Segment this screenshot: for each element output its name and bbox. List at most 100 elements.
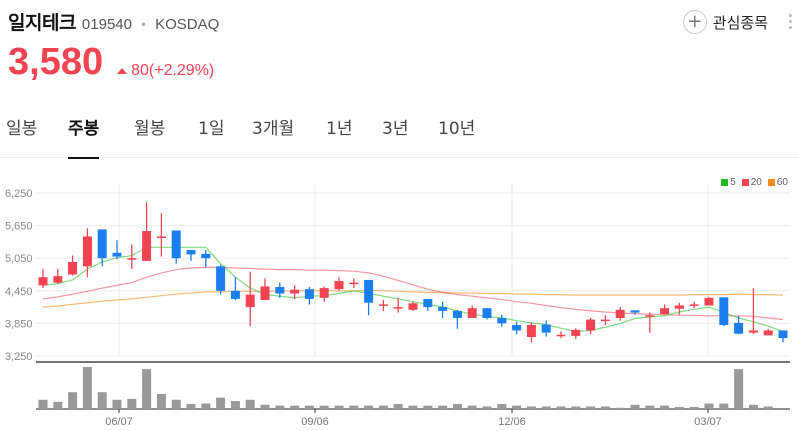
candle [201,250,211,268]
volume-bar [615,407,625,409]
volume-bar [512,405,522,409]
y-tick-label: 5,050 [5,253,33,265]
candle [763,328,773,336]
tab-0[interactable]: 일봉 [6,119,38,139]
volume-bar [378,405,388,409]
volume-bar [349,405,359,409]
volume-bar [630,404,640,409]
volume-bar [556,406,566,409]
candle [378,300,388,311]
volume-bar [260,404,270,409]
volume-bar [304,405,314,409]
candle [319,286,329,302]
volume-bar [230,401,240,409]
candle [408,301,418,311]
candle [97,229,107,267]
volume-bar [38,399,48,409]
volume-bar [763,406,773,409]
volume-bar [586,406,596,409]
tab-3[interactable]: 1일 [198,119,225,139]
candle [630,310,640,315]
volume-bar [142,369,152,409]
watchlist-label: 관심종목 [712,13,768,32]
legend-swatch [741,179,749,186]
volume-bar [423,405,433,409]
candle [689,301,699,309]
tab-4[interactable]: 3개월 [252,119,295,139]
volume-bar [171,399,181,409]
volume-bar [216,397,226,409]
tab-5[interactable]: 1년 [326,119,353,139]
tab-1[interactable]: 주봉 [68,108,100,159]
legend-ma20: 20 [741,177,762,188]
y-tick-label: 4,450 [5,286,33,298]
volume-bar [245,399,255,409]
volume-bar [156,393,166,409]
stock-market: KOSDAQ [155,16,220,33]
x-tick-label: 06/07 [105,416,133,428]
candle [349,278,359,289]
candle [600,315,610,326]
tab-2[interactable]: 월봉 [134,119,166,139]
candle [38,269,48,289]
volume-bar [748,404,758,409]
candle [482,308,492,320]
add-watchlist-button[interactable]: + 관심종목 [682,10,768,34]
candle [734,315,744,335]
more-menu-button[interactable] [789,14,792,29]
stock-name: 일지테크 [8,12,76,34]
candle [127,244,137,270]
candle [556,331,566,339]
candle [497,314,507,327]
y-tick-label: 5,650 [5,221,33,233]
candle [260,278,270,301]
legend-swatch [721,179,729,186]
candle [674,302,684,315]
candle [68,255,78,276]
volume-bar [541,406,551,409]
candle [82,228,92,278]
candle [171,230,181,264]
volume-bar [645,405,655,409]
y-tick-label: 3,250 [5,351,33,363]
plus-circle-icon: + [682,10,707,34]
candle [216,264,226,295]
candle [660,304,670,315]
stock-code: 019540 [81,16,132,33]
candle [112,240,122,260]
volume-bar [674,406,684,409]
candle [645,312,655,333]
volume-bar [127,398,137,409]
tab-7[interactable]: 10년 [438,119,476,139]
candle [571,328,581,340]
candle [541,320,551,337]
candle [186,250,196,261]
kebab-dot [789,26,792,29]
volume-bar [452,403,462,409]
volume-bar [393,403,403,409]
volume-bar [526,406,536,409]
candle [467,305,477,318]
candle [393,297,403,313]
candle [778,330,788,343]
candle [230,277,240,301]
volume-bar [68,392,78,409]
legend-label: 60 [776,177,788,188]
up-triangle-icon [117,68,128,74]
y-tick-label: 6,250 [5,188,33,200]
candle [275,282,285,298]
candle [53,269,63,284]
y-tick-label: 3,850 [5,318,33,330]
volume-bar [482,406,492,409]
volume-bar [704,403,714,409]
candle [423,298,433,311]
tab-6[interactable]: 3년 [382,119,409,139]
volume-bar [660,405,670,409]
candle [245,271,255,327]
period-tabs: 일봉 주봉 월봉 1일 3개월 1년 3년 10년 [0,108,798,159]
chart-legend: 5 20 60 [721,177,788,188]
volume-bar [467,405,477,409]
volume-bar [290,405,300,409]
current-price: 3,580 [8,41,104,83]
volume-bar [53,401,63,409]
